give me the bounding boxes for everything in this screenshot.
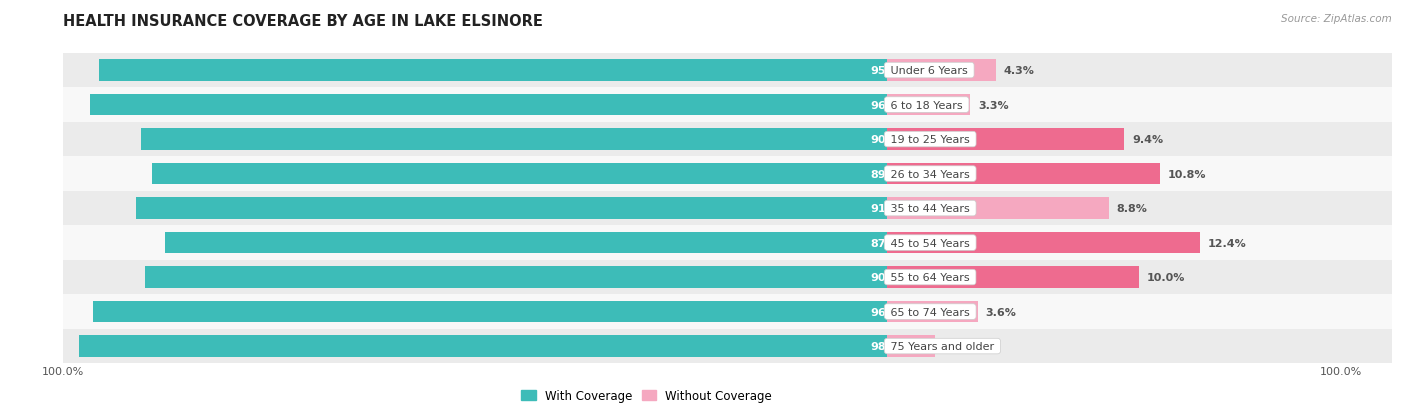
Bar (93, 301, 887, 323)
Bar (887, 301, 979, 323)
Text: 87.7%: 87.7% (870, 238, 910, 248)
Bar (887, 226, 1392, 260)
Text: 10.8%: 10.8% (1167, 169, 1206, 179)
Bar (63, 260, 887, 294)
Bar (79, 335, 887, 357)
Bar (887, 60, 995, 82)
Bar (63, 123, 887, 157)
Text: 96.4%: 96.4% (870, 307, 910, 317)
Bar (136, 198, 887, 219)
Bar (887, 198, 1109, 219)
Text: 91.2%: 91.2% (870, 204, 910, 214)
Text: 6 to 18 Years: 6 to 18 Years (887, 100, 966, 110)
Text: Source: ZipAtlas.com: Source: ZipAtlas.com (1281, 14, 1392, 24)
Bar (887, 123, 1392, 157)
Text: 65 to 74 Years: 65 to 74 Years (887, 307, 973, 317)
Text: 35 to 44 Years: 35 to 44 Years (887, 204, 973, 214)
Bar (887, 191, 1392, 226)
Bar (887, 164, 1160, 185)
Bar (145, 267, 887, 288)
Bar (887, 129, 1125, 150)
Text: 26 to 34 Years: 26 to 34 Years (887, 169, 973, 179)
Bar (887, 329, 1392, 363)
Bar (141, 129, 887, 150)
Bar (165, 232, 887, 254)
Bar (90, 95, 887, 116)
Text: 90.1%: 90.1% (870, 273, 910, 282)
Text: 10.0%: 10.0% (1147, 273, 1185, 282)
Bar (887, 88, 1392, 123)
Text: 3.6%: 3.6% (986, 307, 1017, 317)
Bar (63, 294, 887, 329)
Bar (887, 335, 935, 357)
Text: 89.2%: 89.2% (870, 169, 910, 179)
Bar (887, 267, 1139, 288)
Text: 8.8%: 8.8% (1116, 204, 1147, 214)
Bar (63, 88, 887, 123)
Bar (887, 260, 1392, 294)
Text: 3.3%: 3.3% (979, 100, 1008, 110)
Text: 1.9%: 1.9% (942, 341, 973, 351)
Bar (887, 95, 970, 116)
Text: 4.3%: 4.3% (1002, 66, 1033, 76)
Bar (63, 191, 887, 226)
Text: 95.7%: 95.7% (870, 66, 910, 76)
Bar (63, 226, 887, 260)
Bar (887, 232, 1201, 254)
Bar (152, 164, 887, 185)
Text: 55 to 64 Years: 55 to 64 Years (887, 273, 973, 282)
Text: 75 Years and older: 75 Years and older (887, 341, 998, 351)
Text: Under 6 Years: Under 6 Years (887, 66, 972, 76)
Text: 90.6%: 90.6% (870, 135, 910, 145)
Text: 45 to 54 Years: 45 to 54 Years (887, 238, 973, 248)
Text: 12.4%: 12.4% (1208, 238, 1246, 248)
Text: 19 to 25 Years: 19 to 25 Years (887, 135, 973, 145)
Text: 9.4%: 9.4% (1132, 135, 1163, 145)
Bar (63, 157, 887, 191)
Legend: With Coverage, Without Coverage: With Coverage, Without Coverage (516, 385, 778, 407)
Bar (63, 329, 887, 363)
Text: HEALTH INSURANCE COVERAGE BY AGE IN LAKE ELSINORE: HEALTH INSURANCE COVERAGE BY AGE IN LAKE… (63, 14, 543, 29)
Bar (98, 60, 887, 82)
Bar (887, 54, 1392, 88)
Text: 96.7%: 96.7% (870, 100, 910, 110)
Bar (63, 54, 887, 88)
Text: 98.1%: 98.1% (870, 341, 910, 351)
Bar (887, 157, 1392, 191)
Bar (887, 294, 1392, 329)
